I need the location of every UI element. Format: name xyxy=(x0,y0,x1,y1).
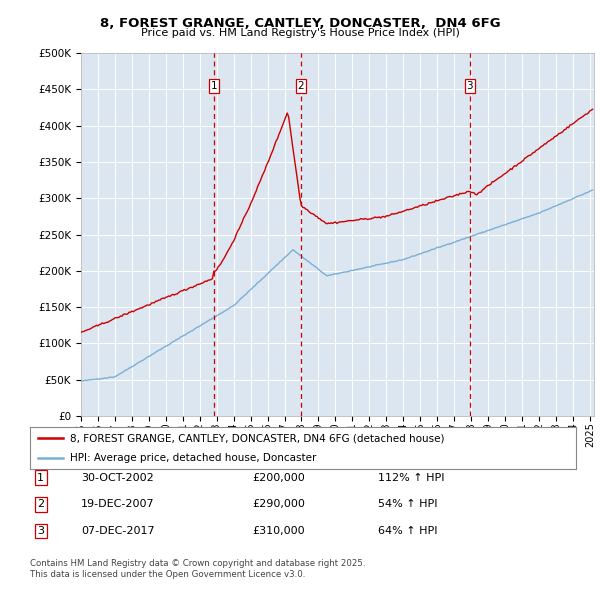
Text: £200,000: £200,000 xyxy=(252,473,305,483)
Text: 19-DEC-2007: 19-DEC-2007 xyxy=(81,500,155,509)
Text: 07-DEC-2017: 07-DEC-2017 xyxy=(81,526,155,536)
Text: HPI: Average price, detached house, Doncaster: HPI: Average price, detached house, Donc… xyxy=(70,453,316,463)
Text: 64% ↑ HPI: 64% ↑ HPI xyxy=(378,526,437,536)
Text: 3: 3 xyxy=(467,81,473,91)
Text: 54% ↑ HPI: 54% ↑ HPI xyxy=(378,500,437,509)
Text: 2: 2 xyxy=(298,81,304,91)
Text: 1: 1 xyxy=(37,473,44,483)
Text: 3: 3 xyxy=(37,526,44,536)
Text: This data is licensed under the Open Government Licence v3.0.: This data is licensed under the Open Gov… xyxy=(30,570,305,579)
Text: 112% ↑ HPI: 112% ↑ HPI xyxy=(378,473,445,483)
Text: £310,000: £310,000 xyxy=(252,526,305,536)
Text: 8, FOREST GRANGE, CANTLEY, DONCASTER, DN4 6FG (detached house): 8, FOREST GRANGE, CANTLEY, DONCASTER, DN… xyxy=(70,433,445,443)
Text: £290,000: £290,000 xyxy=(252,500,305,509)
Text: 30-OCT-2002: 30-OCT-2002 xyxy=(81,473,154,483)
Text: 8, FOREST GRANGE, CANTLEY, DONCASTER,  DN4 6FG: 8, FOREST GRANGE, CANTLEY, DONCASTER, DN… xyxy=(100,17,500,30)
Text: 2: 2 xyxy=(37,500,44,509)
Text: Price paid vs. HM Land Registry's House Price Index (HPI): Price paid vs. HM Land Registry's House … xyxy=(140,28,460,38)
Text: 1: 1 xyxy=(211,81,217,91)
Text: Contains HM Land Registry data © Crown copyright and database right 2025.: Contains HM Land Registry data © Crown c… xyxy=(30,559,365,568)
